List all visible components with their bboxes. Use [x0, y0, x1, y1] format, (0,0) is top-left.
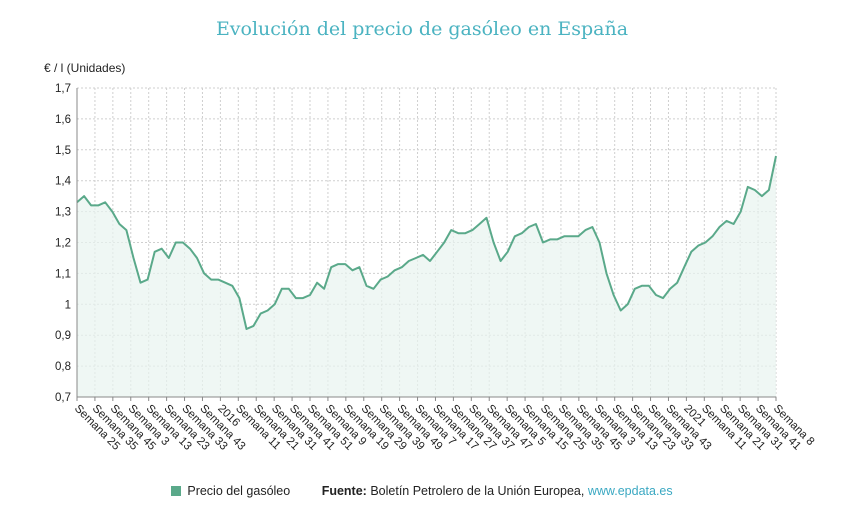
y-tick-label: 1 — [65, 299, 71, 311]
y-axis-ticks: 0,7 0,8 0,9 1 1,1 1,2 1,3 1,4 1,5 1,6 1,7 — [55, 83, 72, 404]
y-tick-label: 1,2 — [55, 238, 71, 250]
footer: Precio del gasóleo Fuente: Boletín Petro… — [0, 484, 844, 498]
legend-label: Precio del gasóleo — [187, 484, 291, 498]
source-text: Boletín Petrolero de la Unión Europea, — [370, 484, 585, 498]
series-area — [77, 156, 776, 397]
source-link[interactable]: www.epdata.es — [587, 484, 673, 498]
y-tick-label: 0,7 — [55, 392, 71, 404]
y-tick-label: 1,7 — [55, 83, 71, 95]
y-tick-label: 1,1 — [55, 268, 71, 280]
y-tick-label: 1,4 — [55, 176, 72, 188]
y-tick-label: 0,8 — [55, 361, 71, 373]
y-tick-label: 1,5 — [55, 145, 71, 157]
y-tick-label: 1,3 — [55, 207, 71, 219]
series-line — [76, 155, 777, 330]
y-tick-label: 0,9 — [55, 330, 71, 342]
y-tick-label: 1,6 — [55, 114, 71, 126]
source-label: Fuente: — [321, 484, 367, 498]
y-axis-label: € / l (Unidades) — [44, 61, 126, 75]
legend-swatch — [171, 486, 182, 496]
chart-title: Evolución del precio de gasóleo en Españ… — [215, 18, 629, 40]
